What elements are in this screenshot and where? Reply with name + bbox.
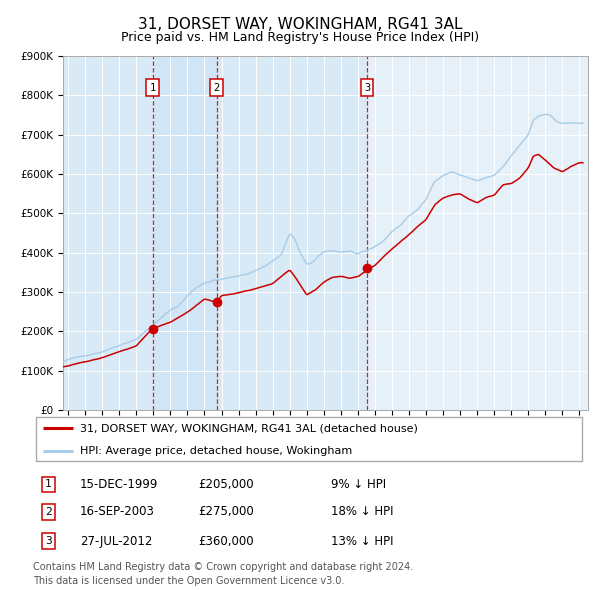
Bar: [152, 56, 217, 410]
Bar: [63, 56, 152, 410]
Text: 2: 2: [45, 507, 52, 517]
Text: Price paid vs. HM Land Registry's House Price Index (HPI): Price paid vs. HM Land Registry's House …: [121, 31, 479, 44]
Text: Contains HM Land Registry data © Crown copyright and database right 2024.
This d: Contains HM Land Registry data © Crown c…: [33, 562, 413, 586]
Text: 9% ↓ HPI: 9% ↓ HPI: [331, 478, 386, 491]
Text: 31, DORSET WAY, WOKINGHAM, RG41 3AL: 31, DORSET WAY, WOKINGHAM, RG41 3AL: [138, 17, 462, 31]
Text: 1: 1: [45, 480, 52, 489]
Text: 16-SEP-2003: 16-SEP-2003: [80, 505, 155, 519]
Text: 15-DEC-1999: 15-DEC-1999: [80, 478, 158, 491]
Text: £360,000: £360,000: [199, 535, 254, 548]
Text: 3: 3: [45, 536, 52, 546]
Text: 31, DORSET WAY, WOKINGHAM, RG41 3AL (detached house): 31, DORSET WAY, WOKINGHAM, RG41 3AL (det…: [80, 423, 418, 433]
Text: 27-JUL-2012: 27-JUL-2012: [80, 535, 152, 548]
Text: 1: 1: [149, 83, 156, 93]
Text: HPI: Average price, detached house, Wokingham: HPI: Average price, detached house, Woki…: [80, 446, 352, 456]
FancyBboxPatch shape: [36, 417, 582, 461]
Text: 2: 2: [214, 83, 220, 93]
Bar: [217, 56, 367, 410]
Text: £205,000: £205,000: [199, 478, 254, 491]
Bar: [367, 56, 588, 410]
Text: 3: 3: [364, 83, 370, 93]
Text: 13% ↓ HPI: 13% ↓ HPI: [331, 535, 394, 548]
Text: £275,000: £275,000: [199, 505, 254, 519]
Text: 18% ↓ HPI: 18% ↓ HPI: [331, 505, 394, 519]
